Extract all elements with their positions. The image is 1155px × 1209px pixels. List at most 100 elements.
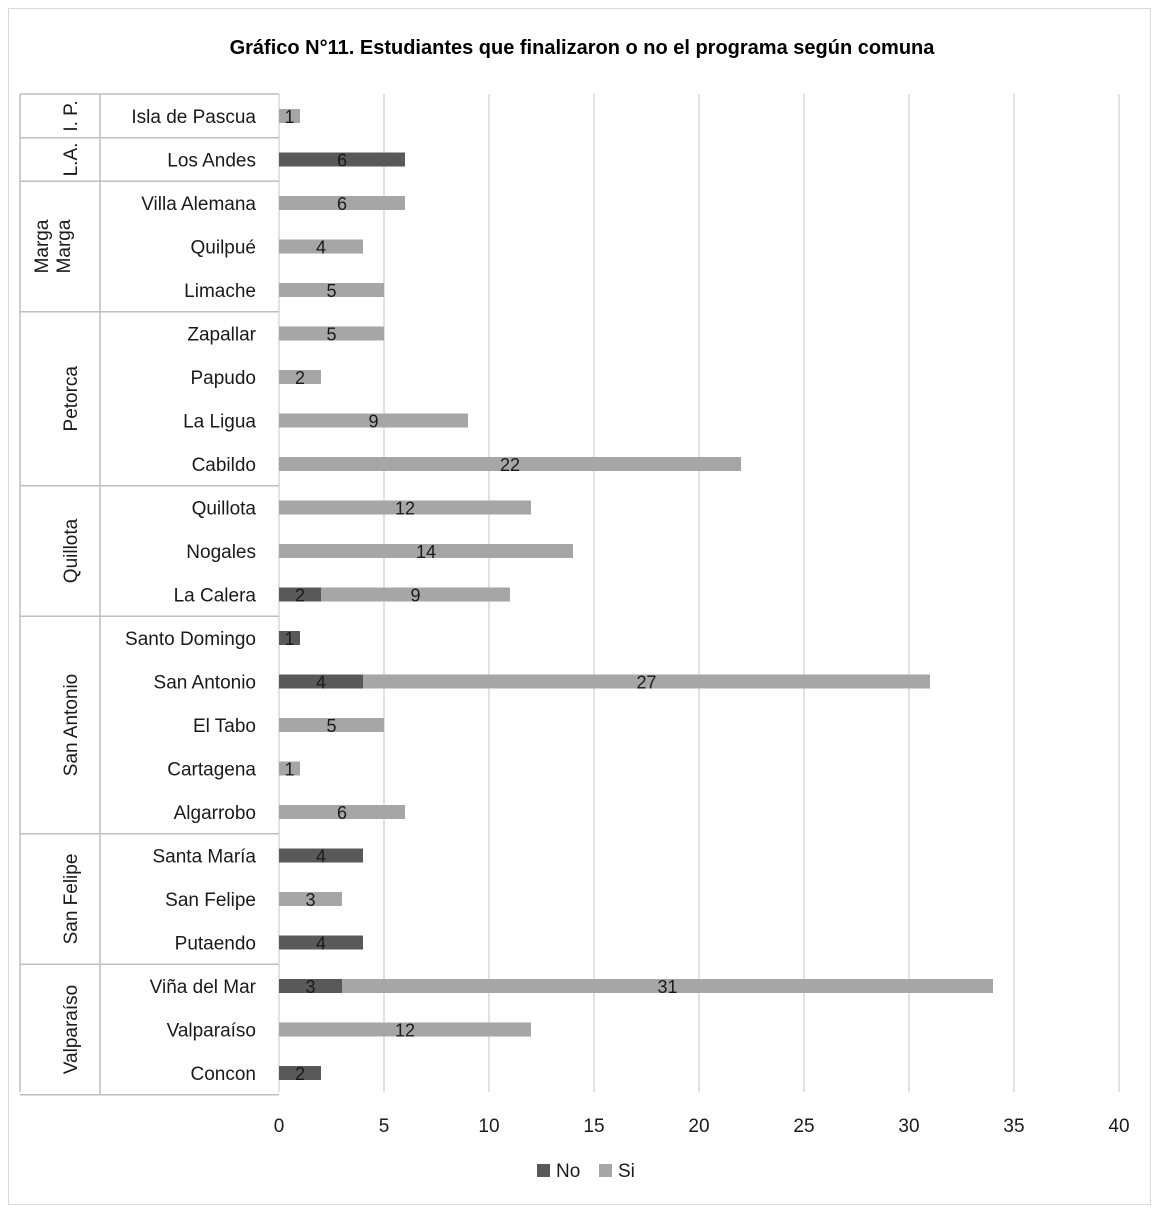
bar-si-san-antonio [363,674,930,689]
data-label-no-concon: 2 [295,1064,305,1084]
category-label-san-felipe: San Felipe [165,890,256,911]
bar-si-la-calera [321,587,510,602]
legend-swatch-no [537,1164,550,1177]
data-label-si-valparaiso: 12 [395,1021,415,1041]
data-label-si-la-calera: 9 [410,586,420,606]
data-label-si-algarrobo: 6 [337,803,347,823]
chart-frame [8,8,1151,1205]
gridlines [278,94,1120,1092]
data-label-si-isla-de-pascua: 1 [284,107,294,127]
group-label-san-felipe: San Felipe [61,854,82,945]
bar-si-cartagena [279,761,300,776]
bar-si-valparaiso [279,1022,531,1037]
bar-si-cabildo [279,457,741,471]
bar-no-san-antonio [279,674,363,689]
bar-no-vina-del-mar [279,979,342,993]
bar-no-los-andes [279,152,405,167]
x-tick-label: 15 [583,1116,604,1137]
data-label-si-quillota: 12 [395,499,415,519]
category-label-papudo: Papudo [190,368,256,389]
group-label-valparaiso: Valparaíso [61,985,82,1074]
category-label-concon: Concon [191,1064,257,1085]
bar-no-concon [279,1066,321,1080]
group-label-quillota: Quillota [61,518,82,583]
category-label-vina-del-mar: Viña del Mar [150,977,257,998]
category-label-cartagena: Cartagena [167,760,256,781]
category-label-limache: Limache [184,281,256,302]
category-label-los-andes: Los Andes [167,151,256,172]
data-label-si-san-antonio: 27 [636,673,656,693]
data-label-no-santa-maria: 4 [316,847,326,867]
category-label-santa-maria: Santa María [153,847,257,868]
x-tick-label: 40 [1108,1116,1129,1137]
group-label-petorca: Petorca [61,366,82,432]
data-label-si-nogales: 14 [416,542,436,562]
x-tick-label: 0 [274,1116,285,1137]
data-label-si-el-tabo: 5 [326,716,336,736]
data-label-no-putaendo: 4 [316,934,326,954]
x-tick-label: 35 [1003,1116,1024,1137]
value-axis: 0 5 10 15 20 25 30 35 40 [274,1116,1130,1137]
data-label-no-los-andes: 6 [337,151,347,171]
bar-si-el-tabo [279,718,384,732]
category-label-valparaiso: Valparaíso [167,1021,256,1042]
category-label-putaendo: Putaendo [175,934,256,955]
bar-no-santo-domingo [279,631,300,645]
data-label-no-santo-domingo: 1 [284,629,294,649]
bar-si-papudo [279,370,321,384]
data-label-no-san-antonio: 4 [316,673,326,693]
bar-si-isla-de-pascua [279,109,300,123]
data-label-no-vina-del-mar: 3 [305,977,315,997]
x-tick-label: 5 [379,1116,390,1137]
bar-no-putaendo [279,935,363,950]
category-label-villa-alemana: Villa Alemana [141,194,256,215]
category-axis: Isla de Pascua I. P. Los Andes L.A. Villa Al… [19,93,279,1096]
group-label-marga-marga: MargaMarga [32,219,75,273]
category-label-quilpue: Quilpué [191,238,257,259]
group-label-l-a: L.A. [61,143,82,177]
category-label-algarrobo: Algarrobo [174,803,256,824]
data-label-si-cartagena: 1 [284,760,294,780]
bar-si-zapallar [279,326,384,341]
category-label-san-antonio: San Antonio [154,673,256,694]
bar-si-nogales [279,544,573,558]
group-label-i-p: I. P. [61,100,82,131]
category-label-la-ligua: La Ligua [183,412,256,433]
category-label-quillota: Quillota [192,499,257,520]
bar-si-algarrobo [279,805,405,819]
legend-label-si: Si [618,1161,635,1182]
bar-si-limache [279,283,384,297]
chart-title: Gráfico N°11. Estudiantes que finalizaro… [230,37,936,59]
bar-si-vina-del-mar [342,979,993,993]
bar-no-santa-maria [279,848,363,863]
category-label-el-tabo: El Tabo [193,716,256,737]
data-label-si-la-ligua: 9 [368,412,378,432]
data-label-si-san-felipe: 3 [305,890,315,910]
x-tick-label: 25 [793,1116,814,1137]
legend: No Si [537,1161,635,1182]
x-tick-label: 20 [688,1116,709,1137]
group-label-san-antonio: San Antonio [61,674,82,776]
category-label-nogales: Nogales [186,542,256,563]
bar-si-quilpue [279,239,363,254]
category-label-isla-de-pascua: Isla de Pascua [131,107,256,128]
data-label-si-cabildo: 22 [500,455,520,475]
legend-swatch-si [599,1164,612,1177]
x-tick-label: 30 [898,1116,919,1137]
data-label-si-quilpue: 4 [316,238,326,258]
bar-si-la-ligua [279,413,468,428]
bar-no-la-calera [279,587,321,602]
category-label-la-calera: La Calera [174,586,257,607]
data-label-si-papudo: 2 [295,368,305,388]
data-label-no-la-calera: 2 [295,586,305,606]
x-tick-label: 10 [478,1116,499,1137]
legend-label-no: No [556,1161,580,1182]
data-label-si-limache: 5 [326,281,336,301]
data-label-si-vina-del-mar: 31 [657,977,677,997]
data-label-si-villa-alemana: 6 [337,194,347,214]
category-label-zapallar: Zapallar [187,325,256,346]
bar-si-quillota [279,500,531,515]
category-label-cabildo: Cabildo [192,455,256,476]
data-label-si-zapallar: 5 [326,325,336,345]
